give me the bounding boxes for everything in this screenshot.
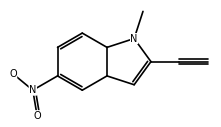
Text: O: O (9, 69, 17, 79)
Text: O: O (33, 111, 41, 121)
Text: N: N (130, 34, 138, 44)
Text: N: N (29, 85, 36, 95)
